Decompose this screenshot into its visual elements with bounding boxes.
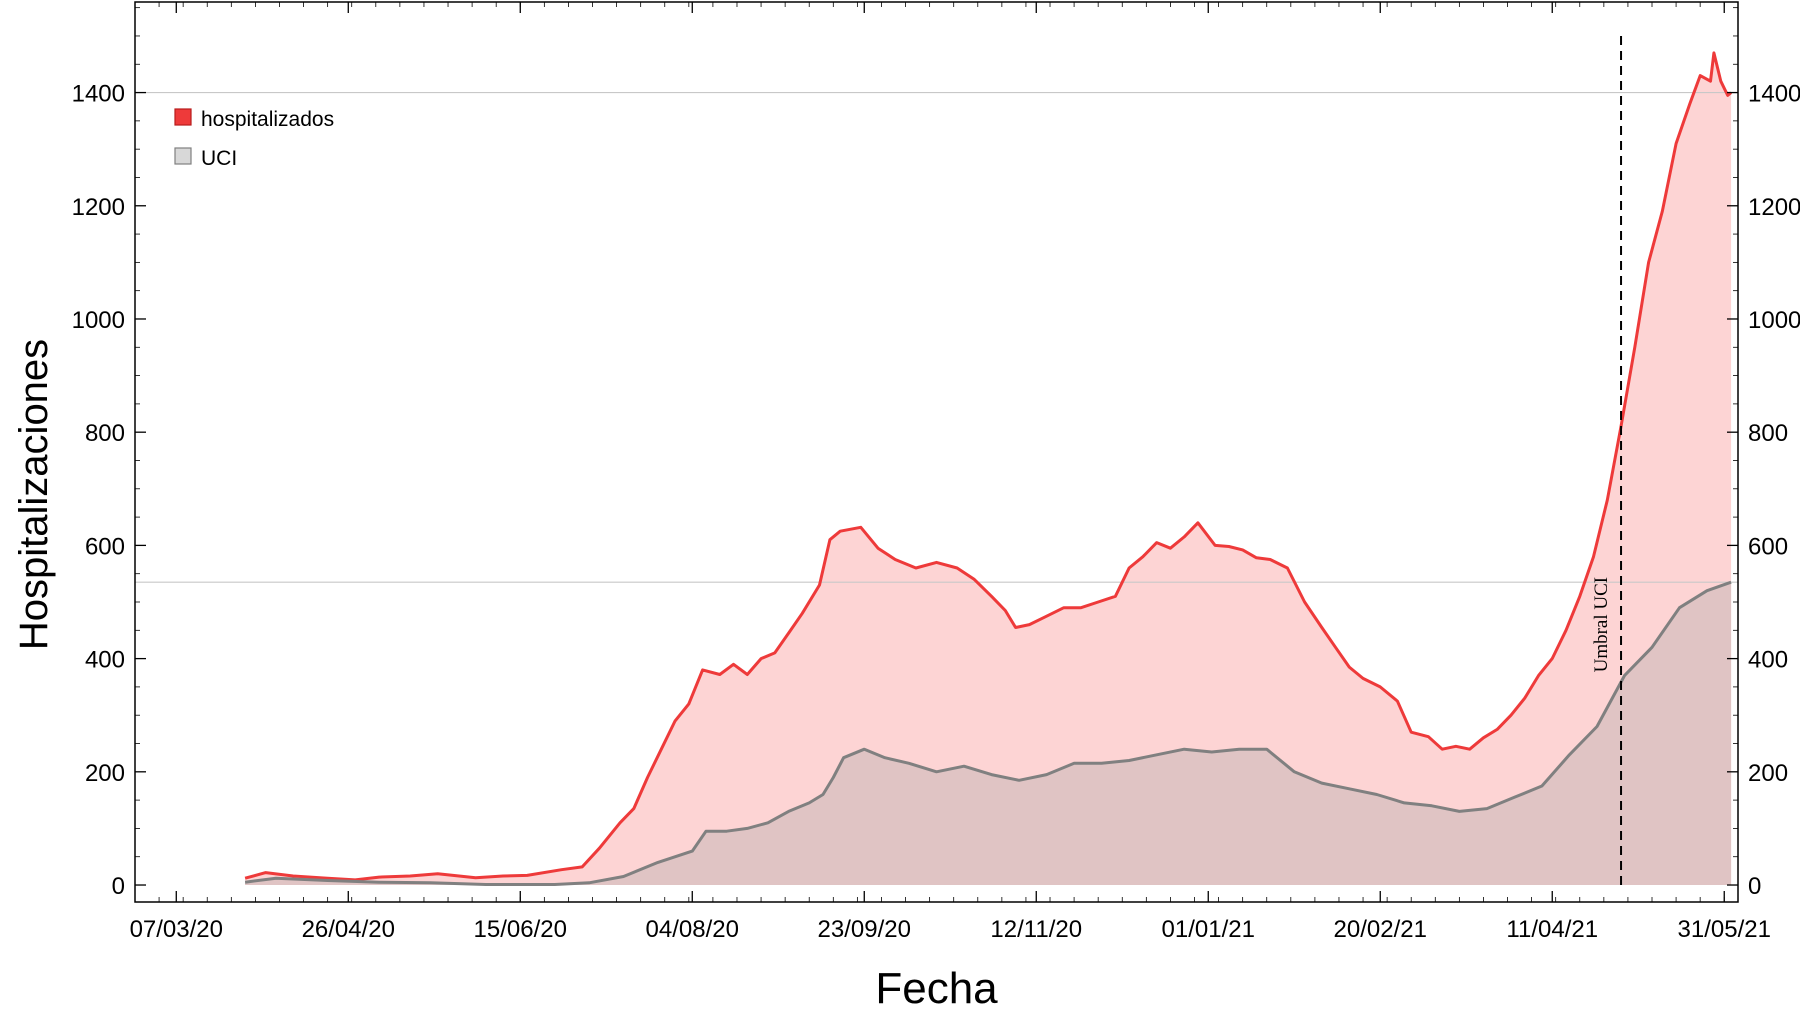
x-tick-label: 04/08/20: [646, 916, 739, 943]
y-tick-label-right: 400: [1748, 647, 1788, 674]
y-tick-label-right: 1200: [1748, 194, 1800, 221]
y-tick-label: 0: [112, 873, 125, 900]
legend-swatch-1: [174, 147, 192, 165]
y-tick-label: 800: [85, 420, 125, 447]
x-tick-label: 15/06/20: [474, 916, 567, 943]
y-tick-label: 200: [85, 760, 125, 787]
series-line-0: [244, 51, 1733, 882]
legend-label-0: hospitalizados: [201, 108, 334, 131]
x-tick-label: 12/11/20: [990, 916, 1082, 943]
y-tick-label: 1400: [72, 81, 125, 108]
x-tick-label: 01/01/21: [1162, 916, 1255, 943]
y-tick-label: 400: [85, 647, 125, 674]
x-axis-title: Fecha: [875, 964, 998, 1013]
umbral-uci-label: Umbral UCI: [1591, 577, 1612, 673]
y-tick-label-right: 800: [1748, 420, 1788, 447]
series-area-0: [245, 52, 1732, 885]
legend-swatch-0: [174, 108, 192, 126]
plot-frame: [134, 1, 1739, 903]
y-tick-label-right: 1400: [1748, 81, 1800, 108]
y-tick-label-right: 0: [1748, 873, 1761, 900]
series-line-1: [244, 580, 1732, 886]
y-axis-title: Hospitalizaciones: [12, 339, 56, 650]
x-tick-label: 23/09/20: [818, 916, 911, 943]
x-tick-label: 26/04/20: [302, 916, 395, 943]
legend-label-1: UCI: [201, 147, 237, 170]
y-tick-label: 1000: [72, 307, 125, 334]
series-area-1: [245, 582, 1732, 885]
x-tick-label: 07/03/20: [130, 916, 223, 943]
y-tick-label-right: 600: [1748, 533, 1788, 560]
x-tick-label: 11/04/21: [1506, 916, 1598, 943]
y-tick-label-right: 1000: [1748, 307, 1800, 334]
y-tick-label: 1200: [72, 194, 125, 221]
y-tick-label: 600: [85, 533, 125, 560]
x-tick-label: 20/02/21: [1334, 916, 1427, 943]
x-tick-label: 31/05/21: [1678, 916, 1771, 943]
y-tick-label-right: 200: [1748, 760, 1788, 787]
